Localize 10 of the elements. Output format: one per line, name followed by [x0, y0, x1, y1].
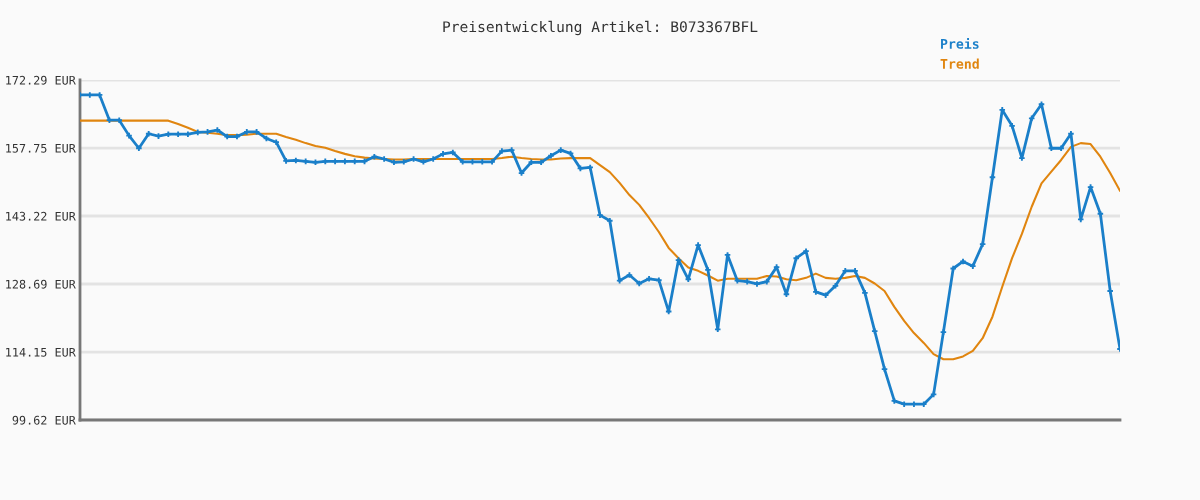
y-tick-label: 99.62 EUR	[12, 415, 76, 425]
text: Trend	[940, 58, 979, 69]
text: Preis	[941, 37, 979, 49]
y-tick-label: 172.29 EUR	[6, 75, 76, 85]
y-tick-label: 114.15 EUR	[6, 347, 76, 357]
line-series	[80, 119, 1120, 361]
y-tick-label: 128.69 EUR	[6, 279, 76, 289]
chart-title: Preisentwicklung Artikel: B073367BFL	[443, 20, 758, 36]
y-tick-label: 143.22 EUR	[6, 211, 76, 221]
y-tick-label: 157.75 EUR	[6, 143, 76, 153]
